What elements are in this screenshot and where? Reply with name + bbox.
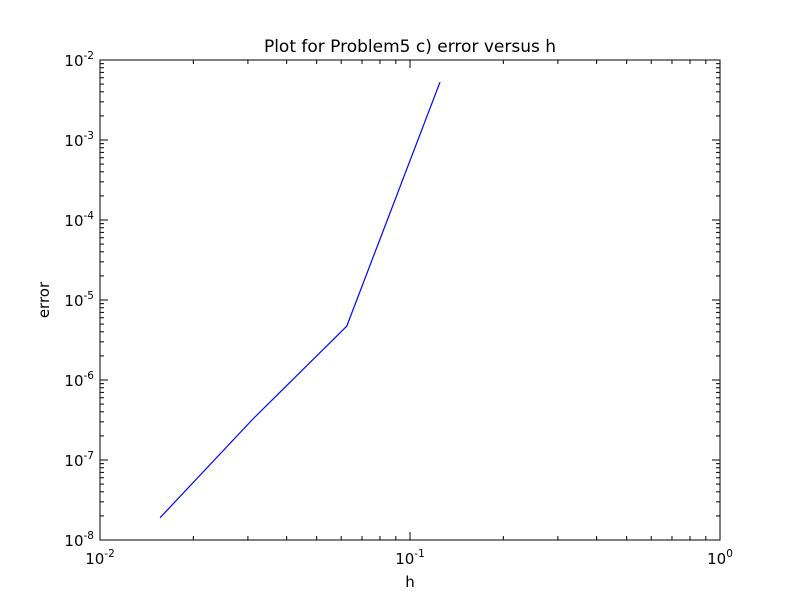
y-axis-label: error: [35, 281, 53, 318]
series-line: [159, 81, 441, 519]
x-axis-label: h: [405, 573, 415, 591]
y-tick-label: 10-6: [64, 370, 94, 390]
axis-ticks: [99, 59, 721, 541]
plot-area: [99, 59, 721, 541]
x-tick-label: 100: [707, 548, 733, 568]
y-tick-label: 10-4: [64, 210, 94, 230]
x-tick-label: 10-2: [85, 548, 115, 568]
y-tick-label: 10-7: [64, 450, 94, 470]
x-tick-label: 10-1: [395, 548, 425, 568]
series-layer: [159, 81, 441, 519]
y-tick-label: 10-5: [64, 290, 94, 310]
y-tick-label: 10-8: [64, 530, 94, 550]
y-tick-label: 10-2: [64, 50, 94, 70]
chart-title: Plot for Problem5 c) error versus h: [264, 37, 556, 57]
y-tick-label: 10-3: [64, 130, 94, 150]
tick-labels: 10-2 10-1 100 10-8 10-7 10-6 10-5 10-4 10-3 10-2: [64, 50, 732, 568]
